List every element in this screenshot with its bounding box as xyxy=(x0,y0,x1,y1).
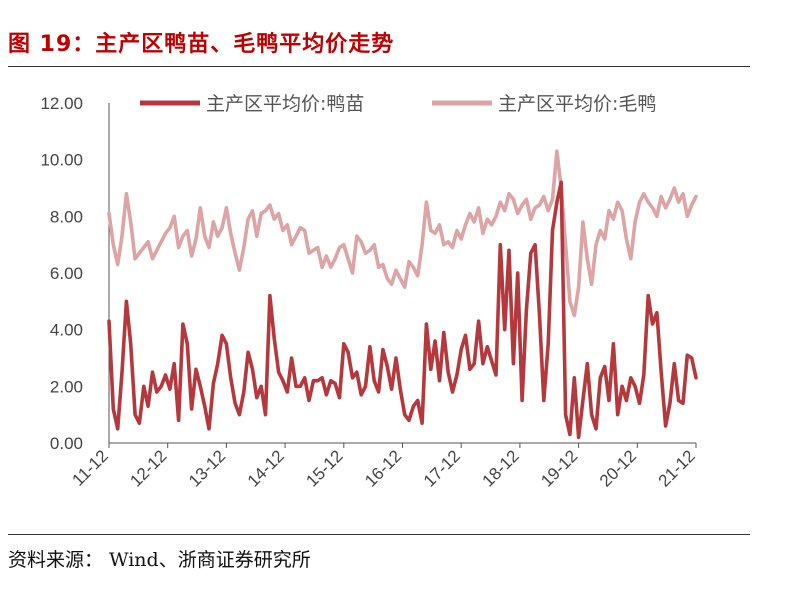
source-divider xyxy=(8,534,750,535)
figure-title: 图 19：主产区鸭苗、毛鸭平均价走势 xyxy=(8,32,395,57)
series-line-grown-duck xyxy=(107,149,698,318)
chart-legend: 主产区平均价:鸭苗 主产区平均价:毛鸭 xyxy=(140,93,656,115)
x-tick-label: 13-12 xyxy=(185,446,229,490)
chart-series xyxy=(107,149,698,440)
source-note: 资料来源： Wind、浙商证券研究所 xyxy=(8,549,311,571)
x-tick-label: 14-12 xyxy=(244,446,288,490)
series-line-duckling xyxy=(107,180,698,440)
y-tick-label: 4.00 xyxy=(50,321,83,340)
y-tick-label: 6.00 xyxy=(50,264,83,283)
legend-label-duckling: 主产区平均价:鸭苗 xyxy=(206,93,364,115)
legend-label-grown-duck: 主产区平均价:毛鸭 xyxy=(498,93,656,115)
title-divider xyxy=(8,66,750,67)
x-tick-label: 15-12 xyxy=(302,446,346,490)
x-tick-label: 16-12 xyxy=(361,446,405,490)
y-tick-label: 8.00 xyxy=(50,207,83,226)
y-tick-label: 2.00 xyxy=(50,377,83,396)
x-tick-label: 12-12 xyxy=(126,446,170,490)
x-tick-label: 18-12 xyxy=(479,446,523,490)
x-tick-label: 20-12 xyxy=(596,446,640,490)
y-tick-label: 10.00 xyxy=(40,151,83,170)
x-tick-label: 17-12 xyxy=(420,446,464,490)
x-tick-label: 19-12 xyxy=(537,446,581,490)
y-tick-label: 12.00 xyxy=(40,94,83,113)
y-tick-label: 0.00 xyxy=(50,434,83,453)
x-tick-label: 21-12 xyxy=(655,446,699,490)
